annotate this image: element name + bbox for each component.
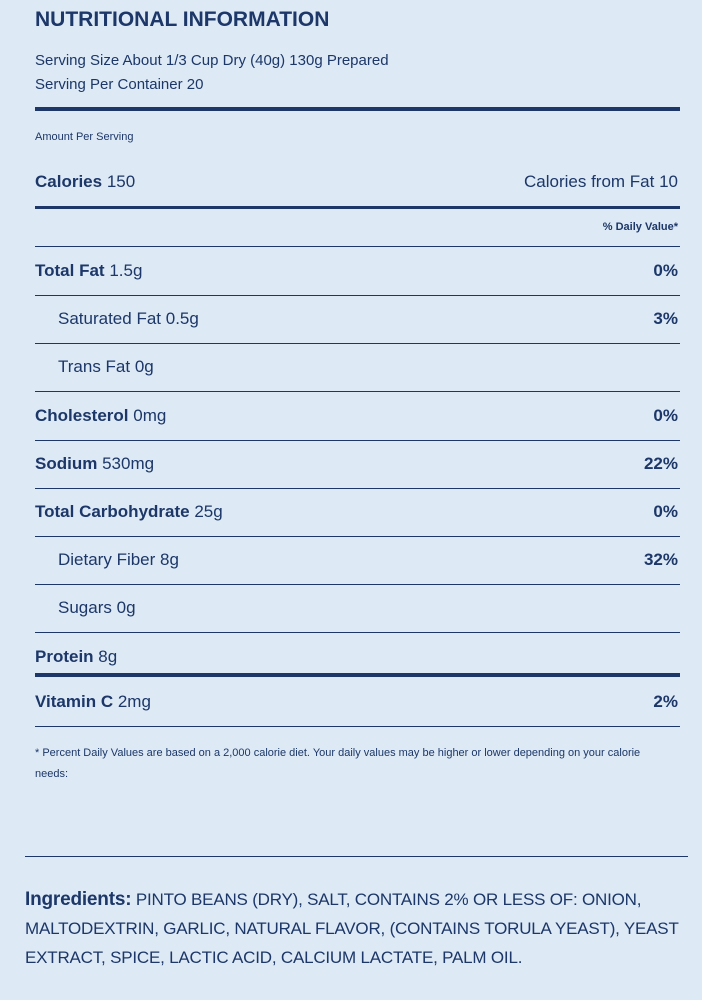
nutrient-row: Saturated Fat 0.5g 3% [35, 309, 678, 333]
footnote: * Percent Daily Values are based on a 2,… [35, 747, 641, 780]
nutrient-amount: 0g [116, 598, 136, 618]
rule [35, 584, 680, 586]
nutrient-label: Sugars [58, 598, 112, 618]
nutrient: Cholesterol 0mg [35, 406, 166, 426]
ingredients-text: PINTO BEANS (DRY), SALT, CONTAINS 2% OR … [25, 890, 679, 967]
nutrient-row: Sugars 0g [35, 598, 678, 622]
calories: Calories 150 [35, 172, 135, 192]
ingredients-label: Ingredients: [25, 889, 132, 910]
serving-size: Serving Size About 1/3 Cup Dry (40g) 130… [35, 52, 389, 69]
nutrient: Trans Fat 0g [58, 357, 154, 377]
nutrient-label: Dietary Fiber [58, 550, 156, 570]
daily-value: 2% [653, 691, 678, 711]
calories-label: Calories [35, 172, 103, 191]
nutrient-label: Saturated Fat [58, 309, 162, 329]
daily-value: 22% [643, 453, 678, 473]
daily-value: 32% [643, 550, 678, 570]
daily-value: 0% [653, 261, 678, 280]
nutrient-row: Total Carbohydrate 25g 0% [35, 502, 678, 526]
rule [35, 725, 680, 727]
rule [35, 487, 680, 489]
nutrient: Sugars 0g [58, 598, 136, 618]
nutrient-row: Vitamin C 2mg 2% [35, 692, 678, 716]
title: NUTRITIONAL INFORMATION [35, 8, 330, 31]
nutrient-label: Cholesterol [35, 405, 129, 425]
nutrient: Dietary Fiber 8g [58, 550, 179, 570]
rule [35, 206, 680, 209]
nutrient-amount: 0.5g [165, 309, 199, 329]
nutrient-label: Sodium [35, 453, 98, 473]
nutrient-row: Trans Fat 0g [35, 357, 678, 381]
nutrient-amount: 2mg [117, 691, 151, 711]
rule [25, 856, 688, 857]
nutrient-row: Protein 8g [35, 647, 678, 671]
nutrient-label: Vitamin C [35, 691, 114, 711]
daily-value-header: % Daily Value* [602, 221, 678, 233]
rule [35, 246, 680, 247]
nutrient: Saturated Fat 0.5g [58, 309, 199, 329]
ingredients: Ingredients: PINTO BEANS (DRY), SALT, CO… [25, 885, 690, 972]
nutrient-row: Total Fat 1.5g 0% [35, 261, 678, 285]
nutrient-label: Protein [35, 646, 94, 666]
rule [35, 343, 680, 345]
rule [35, 107, 680, 111]
rule [35, 632, 680, 634]
nutrient-amount: 0g [134, 357, 154, 377]
nutrient-row: Cholesterol 0mg 0% [35, 406, 678, 430]
daily-value: 3% [653, 309, 678, 329]
calories-value: 150 [106, 172, 136, 191]
nutrient-amount: 8g [98, 646, 118, 666]
rule [35, 672, 680, 677]
rule [35, 439, 680, 441]
rule [35, 536, 680, 537]
nutrient: Total Fat 1.5g [35, 261, 142, 281]
servings: Serving Per Container 20 [35, 76, 204, 93]
nutrient: Total Carbohydrate 25g [35, 502, 223, 522]
nutrient-amount: 1.5g [109, 261, 143, 280]
nutrient-label: Trans Fat [58, 357, 131, 377]
nutrient-row: Sodium 530mg 22% [35, 454, 678, 478]
nutrient-amount: 530mg [102, 453, 155, 473]
nutrient-row: Dietary Fiber 8g 32% [35, 550, 678, 574]
nutrient: Sodium 530mg [35, 454, 154, 474]
amount-per-serving: Amount Per Serving [35, 131, 134, 143]
rule [35, 295, 680, 296]
nutrient-label: Total Fat [35, 261, 105, 280]
nutrient-amount: 0mg [133, 405, 167, 425]
nutrient-amount: 25g [194, 502, 223, 521]
rule [35, 391, 680, 393]
daily-value: 0% [653, 502, 678, 521]
nutrient-label: Total Carbohydrate [35, 502, 190, 521]
calories-from-fat: Calories from Fat 10 [524, 172, 678, 191]
nutrient-amount: 8g [160, 550, 179, 570]
nutrient: Vitamin C 2mg [35, 692, 151, 712]
daily-value: 0% [653, 405, 678, 425]
nutrient: Protein 8g [35, 647, 117, 667]
